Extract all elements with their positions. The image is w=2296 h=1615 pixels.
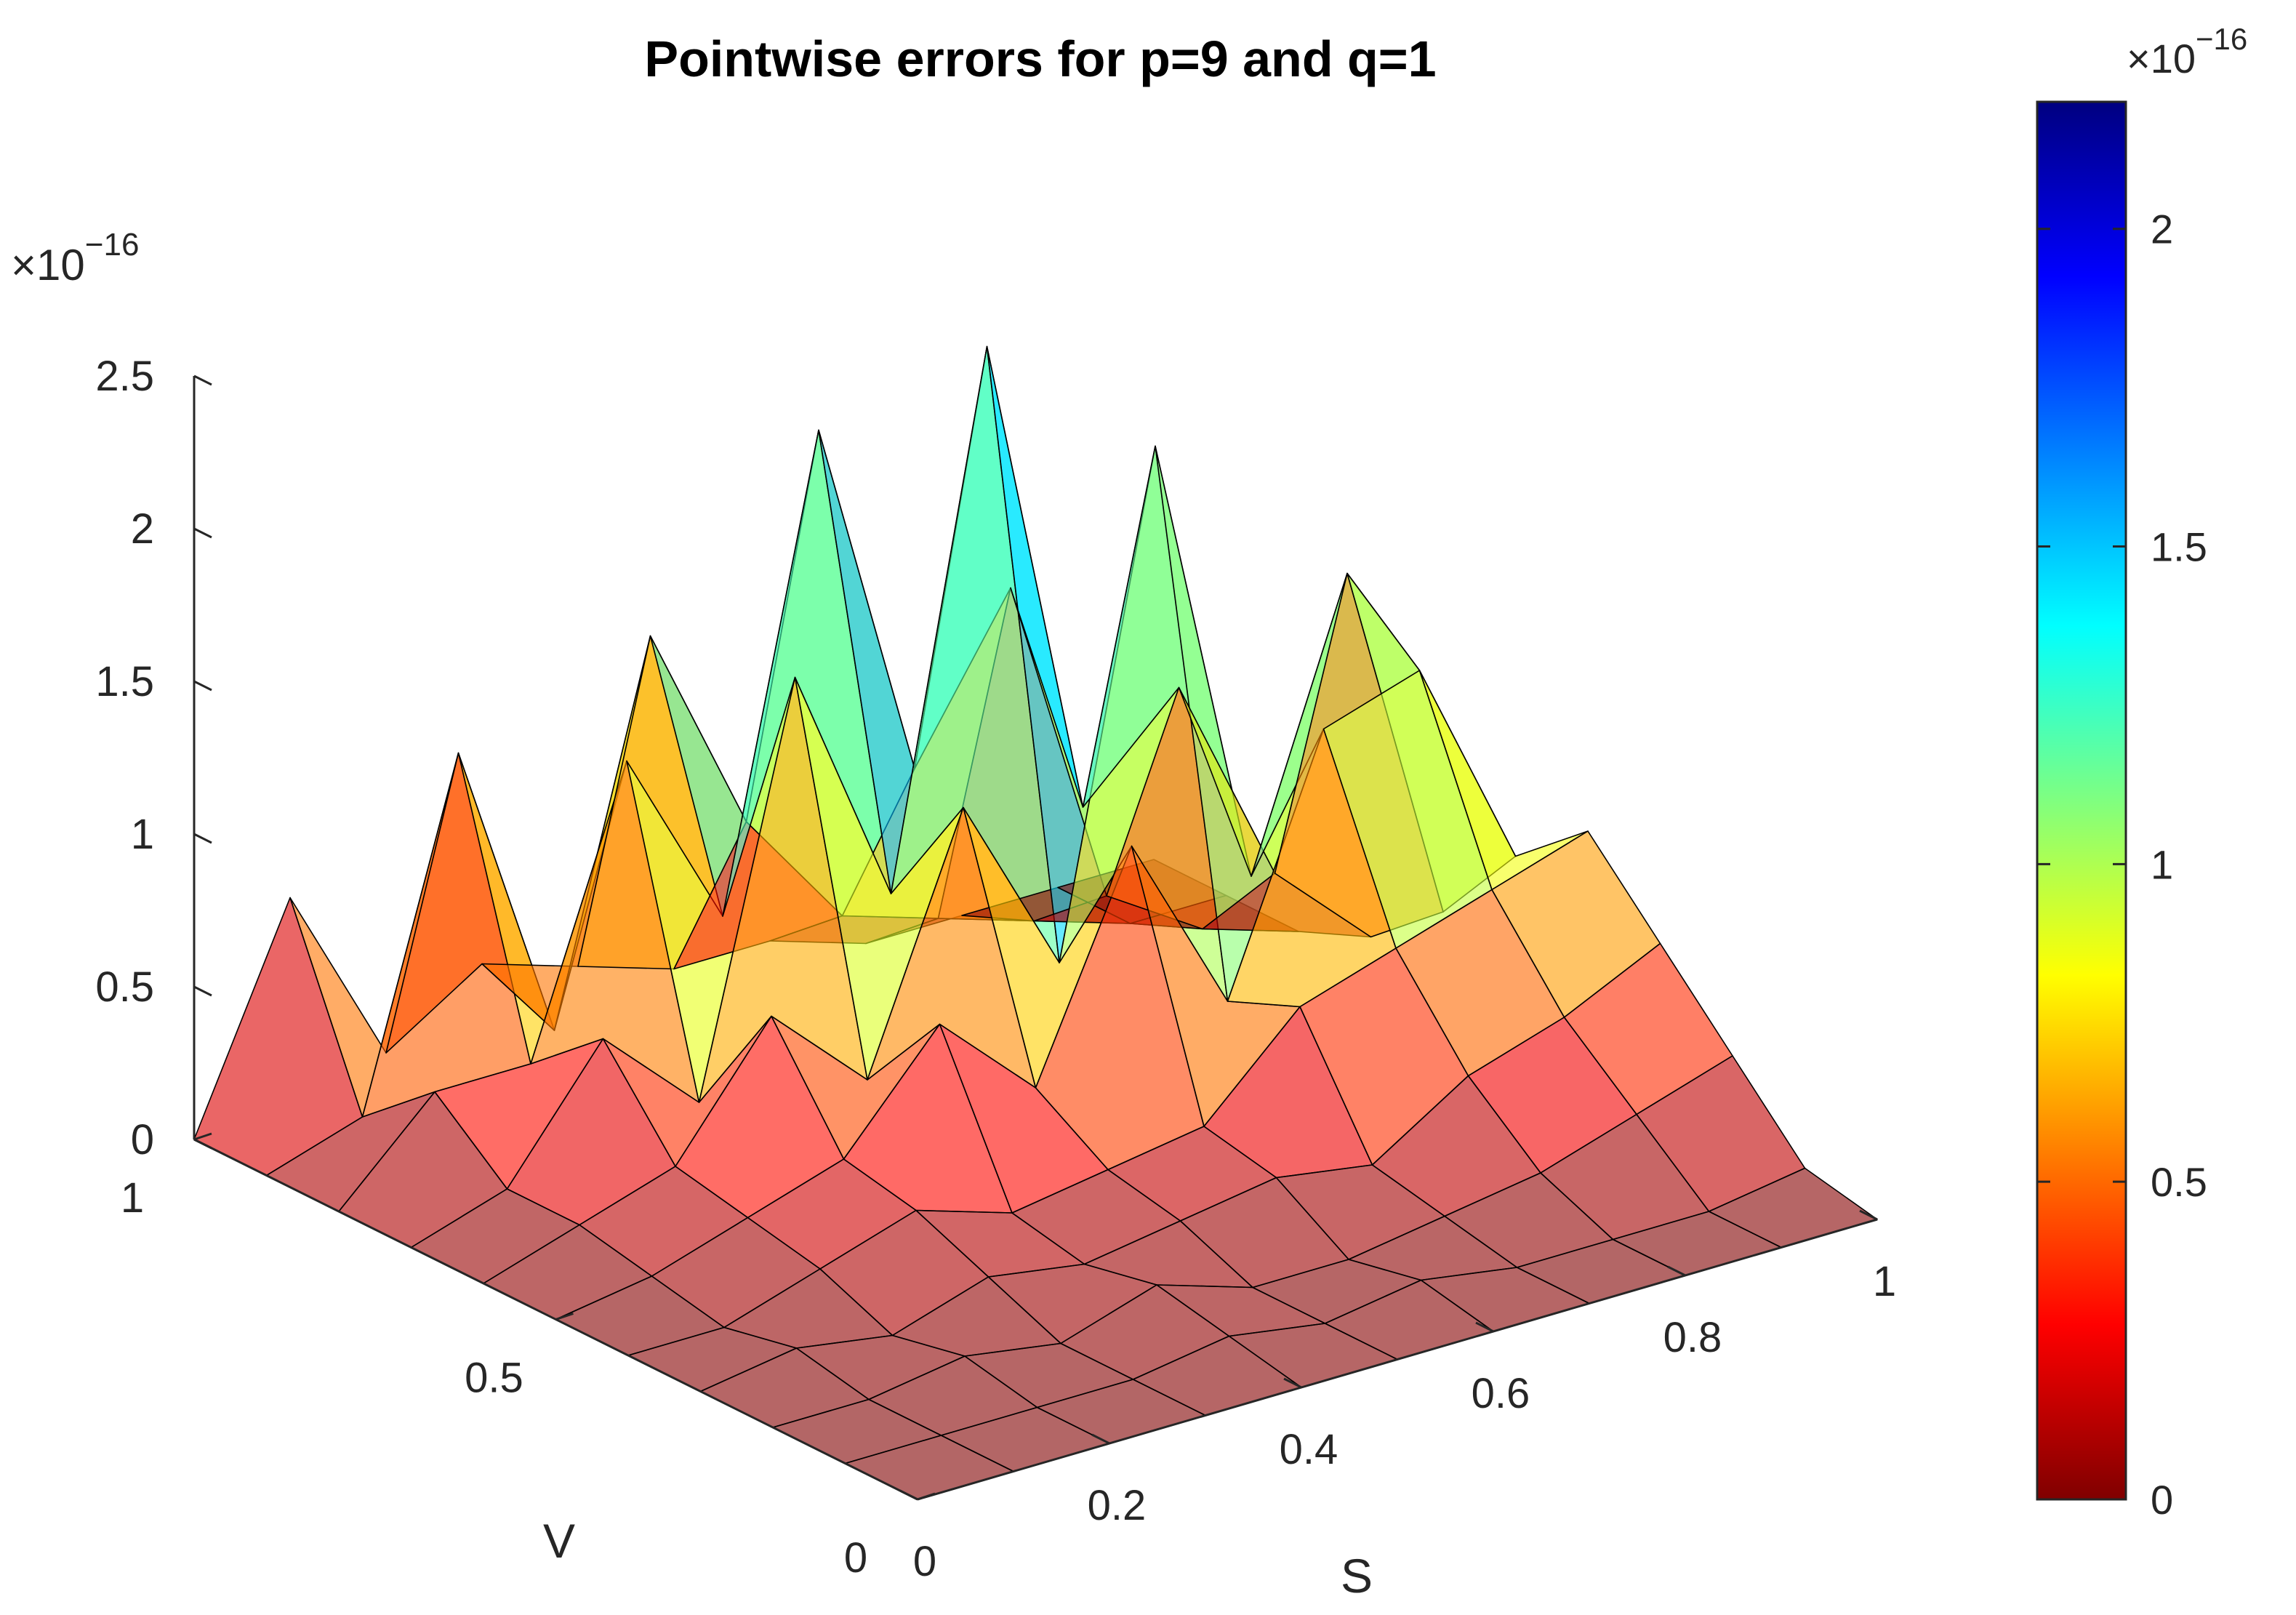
colorbar-tick-label: 1.5 [2151,524,2207,570]
x-axis-tick [1667,1265,1686,1277]
y-axis-tick [193,1132,212,1141]
x-tick-label: 0.8 [1663,1314,1722,1361]
z-tick-label: 0 [131,1116,154,1163]
z-axis-tick [193,527,212,539]
colorbar-exponent: ×10−16 [2127,22,2247,81]
x-tick-label: 0.6 [1472,1370,1530,1417]
z-axis-exponent: ×10−16 [11,227,139,289]
colorbar-tick-label: 1 [2151,841,2173,887]
x-axis-tick [1859,1209,1878,1221]
x-axis-tick [1283,1377,1302,1389]
z-axis-tick [193,833,212,844]
surface-mesh [193,345,1878,1500]
z-axis-tick [193,680,212,692]
z-tick-label: 0.5 [95,963,154,1011]
z-axis-exponent-power: −16 [85,227,140,263]
y-tick-label: 0.5 [465,1355,523,1402]
colorbar-exponent-power: −16 [2196,22,2247,56]
chart-title: Pointwise errors for p=9 and q=1 [644,31,1436,87]
y-tick-label: 1 [121,1174,144,1222]
colorbar-tick-label: 0 [2151,1477,2173,1523]
x-tick-label: 1 [1873,1258,1896,1305]
x-tick-label: 0.2 [1088,1482,1147,1529]
y-axis-tick [555,1313,574,1321]
y-axis-tick [917,1492,936,1501]
x-axis-line [917,1218,1878,1501]
z-tick-label: 1.5 [95,658,154,705]
colorbar-tick-label: 0.5 [2151,1159,2207,1205]
colorbar [2036,100,2127,1501]
x-tick-label: 0.4 [1280,1426,1338,1473]
y-axis-label: V [543,1514,575,1568]
axes: 0 0.2 0.4 0.6 0.8 1 0 0.5 1 0 0.5 1 1.5 2 2.5 [95,353,1896,1585]
z-tick-label: 2.5 [95,353,154,400]
y-tick-label: 0 [844,1534,867,1582]
x-axis-tick [1475,1321,1494,1333]
z-tick-label: 2 [131,505,154,553]
z-axis-exponent-base: ×10 [11,241,85,289]
z-axis-tick [193,985,212,997]
x-tick-label: 0 [913,1538,936,1585]
x-axis-tick [1091,1433,1110,1445]
z-tick-label: 1 [131,811,154,858]
z-axis-tick [193,374,212,386]
colorbar-exponent-base: ×10 [2127,36,2196,81]
z-axis-tick [193,1138,212,1150]
x-axis-label: S [1341,1549,1373,1603]
colorbar-tick-label: 2 [2151,207,2173,252]
colorbar-ticks: 0 0.5 1 1.5 2 [2037,207,2207,1523]
